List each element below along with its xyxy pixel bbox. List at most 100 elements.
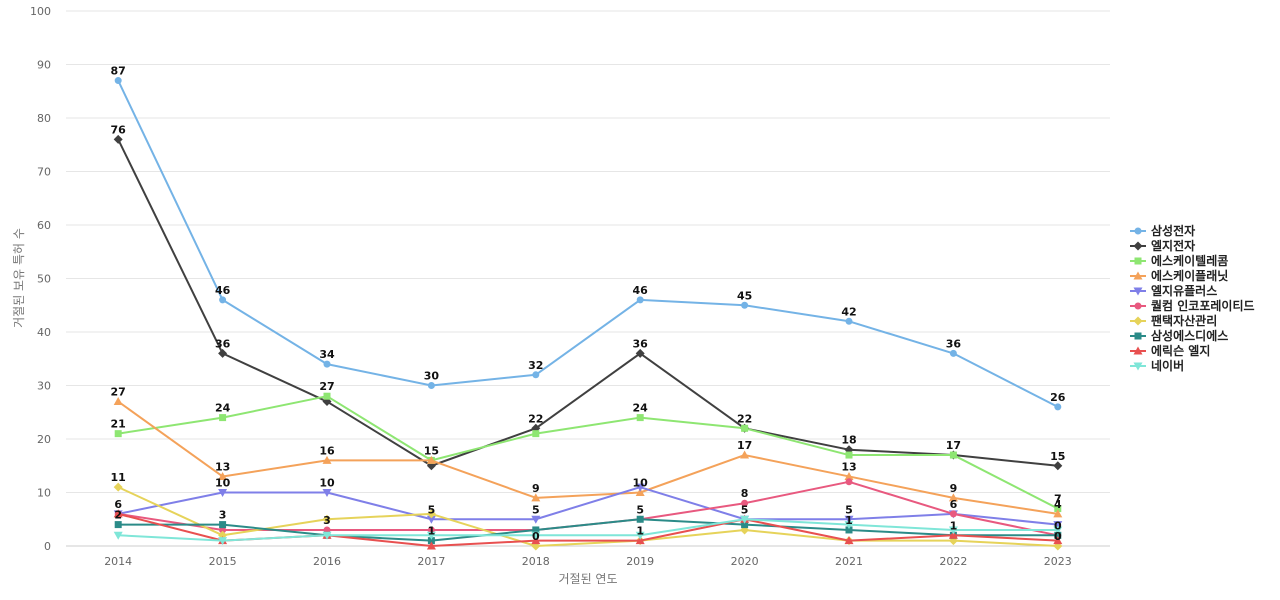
data-label: 15 <box>1050 450 1065 463</box>
data-point <box>323 360 331 368</box>
data-point <box>218 489 228 497</box>
data-label: 45 <box>737 289 752 302</box>
data-point <box>844 521 854 530</box>
data-label: 34 <box>319 348 335 361</box>
data-point <box>218 348 228 358</box>
series-line <box>118 518 1058 542</box>
legend-item[interactable]: 엘지전자 <box>1130 238 1195 253</box>
data-point <box>531 493 541 502</box>
legend-label: 에스케이텔레콤 <box>1151 253 1228 268</box>
data-point <box>844 471 854 480</box>
data-label: 22 <box>737 412 752 425</box>
series-line <box>118 395 1059 510</box>
data-point <box>948 526 958 535</box>
data-point <box>426 455 436 464</box>
data-label: 11 <box>111 471 126 484</box>
data-label: 9 <box>532 482 540 495</box>
legend-item[interactable]: 팬택자산관리 <box>1130 313 1217 328</box>
legend-label: 삼성전자 <box>1151 223 1195 238</box>
y-axis-ticks: 0 10 20 30 40 50 60 70 80 90 100 <box>30 5 51 553</box>
data-point <box>426 515 436 524</box>
series-1 <box>114 77 1062 411</box>
legend-marker <box>1134 302 1142 310</box>
legend-item[interactable]: 에릭슨 엘지 <box>1130 343 1210 358</box>
legend-item[interactable]: 네이버 <box>1130 358 1184 373</box>
x-tick-label: 2014 <box>104 555 132 568</box>
series-8 <box>114 515 1062 545</box>
legend-item[interactable]: 삼성에스디에스 <box>1130 328 1228 343</box>
data-label: 7 <box>1054 493 1062 506</box>
series-3 <box>114 392 1062 513</box>
data-point <box>219 414 227 422</box>
data-point <box>532 526 540 534</box>
legend-item[interactable]: 에스케이텔레콤 <box>1130 253 1228 268</box>
legend-item[interactable]: 엘지유플러스 <box>1130 283 1217 298</box>
data-point <box>635 536 645 545</box>
data-point <box>323 392 331 400</box>
legend-item[interactable]: 에스케이플래닛 <box>1130 268 1228 283</box>
data-label: 5 <box>532 503 540 516</box>
data-point <box>949 451 957 459</box>
data-label: 6 <box>114 498 122 511</box>
data-point <box>531 515 541 524</box>
x-tick-label: 2023 <box>1044 555 1072 568</box>
series-10 <box>113 515 1063 546</box>
y-tick-label: 50 <box>37 273 51 286</box>
data-label: 5 <box>428 503 436 516</box>
y-tick-label: 0 <box>44 540 51 553</box>
data-point <box>427 526 435 534</box>
data-point <box>845 317 853 325</box>
legend-label: 팬택자산관리 <box>1151 313 1217 328</box>
data-label: 1 <box>845 514 853 527</box>
data-point <box>322 514 332 524</box>
legend-marker <box>1133 271 1143 280</box>
legend-marker <box>1133 241 1143 251</box>
data-point <box>1053 509 1063 518</box>
data-label: 4 <box>1054 498 1062 511</box>
data-label: 16 <box>319 444 335 457</box>
series-4 <box>113 397 1063 518</box>
data-label: 36 <box>946 337 962 350</box>
legend-label: 삼성에스디에스 <box>1151 328 1228 343</box>
y-tick-label: 100 <box>30 5 51 18</box>
data-label: 1 <box>950 519 958 532</box>
data-label: 8 <box>741 487 749 500</box>
data-label: 24 <box>633 402 649 415</box>
data-label: 5 <box>636 503 644 516</box>
data-point <box>426 531 436 540</box>
y-tick-label: 70 <box>37 166 51 179</box>
data-label: 1 <box>636 525 644 538</box>
legend-label: 퀄컴 인코포레이티드 <box>1151 298 1255 313</box>
data-label: 76 <box>111 123 127 136</box>
data-point <box>531 536 541 545</box>
x-tick-label: 2018 <box>522 555 550 568</box>
data-point <box>844 515 854 524</box>
data-point <box>845 451 853 459</box>
data-label: 27 <box>111 386 126 399</box>
data-label: 5 <box>741 503 749 516</box>
y-tick-label: 40 <box>37 326 51 339</box>
legend-marker <box>1134 257 1142 265</box>
x-tick-label: 2017 <box>417 555 445 568</box>
x-tick-label: 2015 <box>209 555 237 568</box>
data-point <box>113 482 123 492</box>
x-axis-title: 거절된 연도 <box>558 572 617 586</box>
x-tick-label: 2019 <box>626 555 654 568</box>
data-label: 46 <box>633 284 649 297</box>
data-point <box>1054 403 1062 411</box>
x-tick-label: 2020 <box>731 555 759 568</box>
data-point <box>1053 536 1063 545</box>
data-label: 18 <box>841 434 856 447</box>
data-label: 0 <box>1054 530 1062 543</box>
data-point <box>635 483 645 492</box>
data-point <box>531 531 541 540</box>
legend-marker <box>1133 362 1143 371</box>
data-point <box>741 301 749 309</box>
legend-item[interactable]: 삼성전자 <box>1130 223 1195 238</box>
legend-marker <box>1134 332 1142 340</box>
legend-label: 엘지전자 <box>1151 238 1195 253</box>
data-label: 0 <box>1054 519 1062 532</box>
data-point <box>113 397 123 406</box>
legend-item[interactable]: 퀄컴 인코포레이티드 <box>1130 298 1255 313</box>
